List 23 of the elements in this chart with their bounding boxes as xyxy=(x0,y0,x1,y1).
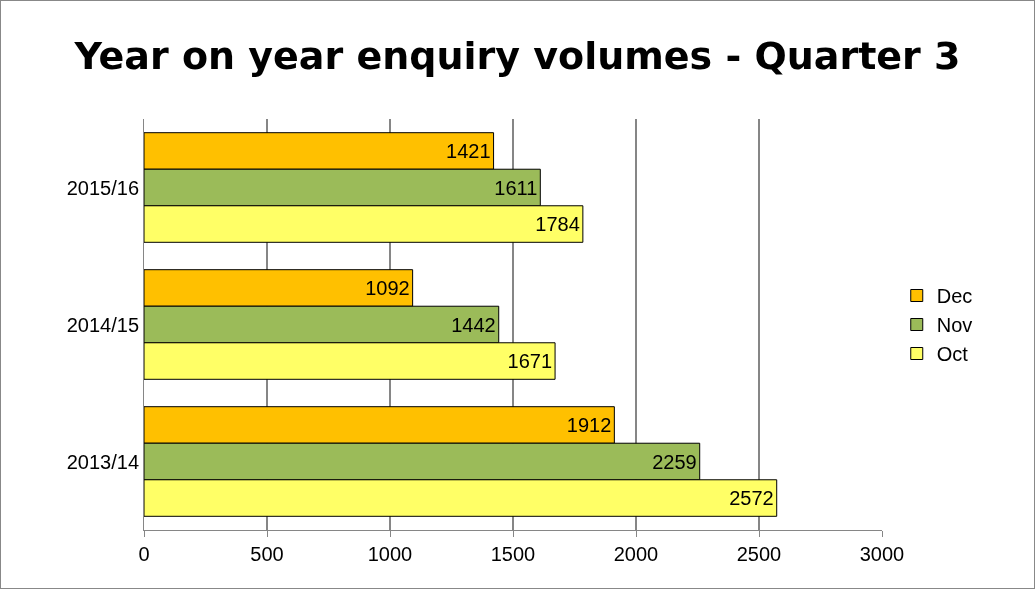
x-tick-label: 3000 xyxy=(859,543,905,565)
x-tick-label: 0 xyxy=(138,543,150,565)
legend-label: Dec xyxy=(936,285,973,308)
x-tick-label: 1500 xyxy=(490,543,536,565)
data-label: 2259 xyxy=(652,450,697,473)
chart-title: Year on year enquiry volumes - Quarter 3 xyxy=(73,33,961,78)
y-tick-label: 2015/16 xyxy=(66,176,139,199)
data-label: 1611 xyxy=(494,176,538,199)
data-label: 1784 xyxy=(535,213,580,236)
data-label: 1092 xyxy=(365,276,410,299)
data-label: 2572 xyxy=(729,487,774,510)
y-tick-label: 2013/14 xyxy=(66,450,139,473)
legend-label: Nov xyxy=(936,314,973,337)
x-tick-label: 2000 xyxy=(613,543,659,565)
data-label: 1421 xyxy=(446,139,491,162)
x-tick-label: 2500 xyxy=(736,543,782,565)
x-tick-label: 500 xyxy=(250,543,284,565)
legend-label: Oct xyxy=(936,343,969,366)
data-label: 1912 xyxy=(566,413,612,436)
y-tick-label: 2014/15 xyxy=(66,313,139,336)
x-tick-label: 1000 xyxy=(367,543,413,565)
data-label: 1671 xyxy=(507,350,553,373)
data-label: 1442 xyxy=(451,313,496,336)
